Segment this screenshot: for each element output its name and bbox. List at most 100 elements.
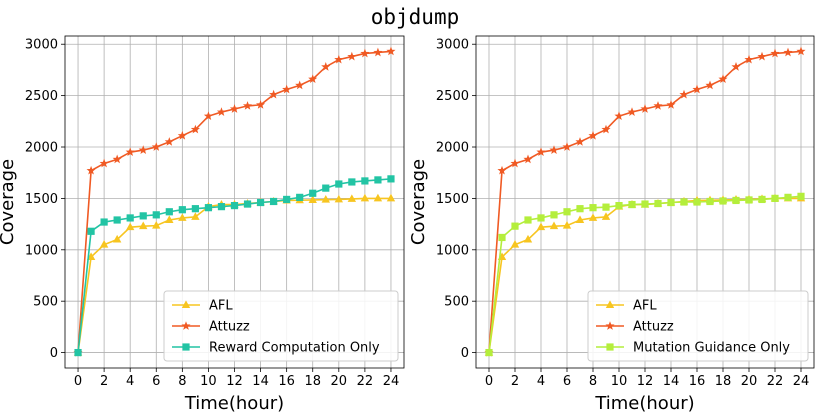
x-tick-label: 20 (741, 374, 758, 389)
data-point (732, 196, 740, 205)
data-point (164, 137, 174, 146)
data-point (126, 214, 134, 222)
data-point (523, 154, 533, 164)
data-point (295, 80, 305, 90)
data-point (100, 218, 108, 226)
data-point (191, 212, 200, 220)
data-point (485, 348, 493, 357)
y-tick-label: 1000 (25, 243, 58, 258)
y-tick-label: 2000 (25, 141, 58, 156)
x-tick-label: 8 (589, 374, 597, 389)
data-point (770, 48, 780, 58)
legend-marker (181, 300, 191, 308)
legend-label: Attuzz (209, 320, 250, 335)
data-point (562, 221, 572, 229)
data-point (87, 227, 95, 235)
data-point (601, 124, 611, 134)
data-point (256, 100, 266, 109)
data-point (602, 203, 610, 211)
data-point (361, 177, 369, 185)
data-point (705, 80, 715, 90)
legend-label: AFL (633, 299, 657, 314)
legend-label: Attuzz (633, 320, 674, 335)
data-point (347, 51, 357, 61)
data-point (627, 107, 637, 116)
data-point (667, 198, 675, 207)
data-point (797, 192, 805, 200)
left-chart: 0 2 4 6 8 10 12 14 16 18 20 22 240500100015002000250… (0, 35, 405, 414)
data-point (497, 165, 507, 175)
data-point (296, 193, 304, 201)
data-point (334, 54, 344, 64)
data-point (549, 145, 559, 154)
data-point (283, 195, 291, 204)
x-tick-label: 24 (793, 374, 810, 389)
data-point (348, 178, 356, 186)
x-tick-label: 2 (511, 374, 519, 389)
plot-frame (64, 35, 405, 369)
legend-marker (605, 321, 615, 330)
data-point (524, 216, 532, 224)
data-point (216, 107, 227, 116)
data-point (731, 62, 741, 71)
data-point (347, 194, 357, 202)
data-point (165, 215, 174, 223)
x-tick-label: 12 (226, 374, 243, 389)
legend-label: Reward Computation Only (209, 341, 380, 356)
data-point (386, 46, 396, 56)
data-point (576, 205, 584, 213)
right-chart: 0 2 4 6 8 10 12 14 16 18 20 22 240500100015002000250… (408, 35, 815, 414)
x-tick-label: 10 (200, 374, 217, 389)
data-point (745, 196, 753, 204)
data-point (498, 233, 506, 242)
y-tick-label: 1000 (436, 243, 469, 258)
legend-box (587, 290, 809, 362)
data-point (269, 89, 279, 99)
data-point (757, 51, 767, 61)
series-attuzz (73, 46, 396, 357)
data-point (270, 197, 278, 206)
x-tick-label: 2 (100, 374, 108, 389)
legend-label: Mutation Guidance Only (633, 341, 790, 356)
data-point (550, 211, 558, 219)
data-point (693, 198, 701, 206)
data-point (112, 154, 122, 164)
data-point (203, 111, 213, 121)
data-point (523, 234, 533, 243)
data-point (588, 213, 598, 221)
legend-box (163, 290, 399, 362)
x-tick-label: 16 (278, 374, 295, 389)
data-point (308, 74, 318, 84)
data-point (628, 200, 636, 209)
y-tick-label: 3000 (25, 38, 58, 53)
data-point (243, 200, 252, 208)
legend-marker (606, 343, 614, 351)
data-point (614, 111, 624, 121)
data-point (190, 124, 200, 134)
data-point (374, 176, 382, 184)
data-point (549, 221, 559, 230)
data-point (322, 184, 330, 192)
x-tick-label: 20 (331, 374, 348, 389)
data-point (151, 142, 161, 151)
data-point (536, 222, 546, 231)
legend-marker (181, 321, 191, 330)
y-tick-label: 500 (33, 295, 58, 310)
data-point (511, 222, 519, 230)
legend-marker (182, 343, 190, 351)
data-point (360, 48, 370, 58)
data-point (575, 137, 585, 146)
data-point (588, 130, 598, 140)
data-point (718, 74, 728, 84)
data-point (536, 147, 546, 157)
x-tick-label: 4 (126, 374, 134, 389)
y-tick-label: 2000 (436, 141, 469, 156)
y-tick-label: 0 (50, 346, 58, 361)
y-tick-label: 500 (444, 295, 469, 310)
legend: AFL Attuzz Reward Computation Only (163, 290, 399, 362)
y-axis-label: Coverage (0, 159, 18, 245)
series-reward-computation-only (74, 175, 395, 357)
data-point (99, 240, 109, 248)
data-point (510, 158, 520, 168)
